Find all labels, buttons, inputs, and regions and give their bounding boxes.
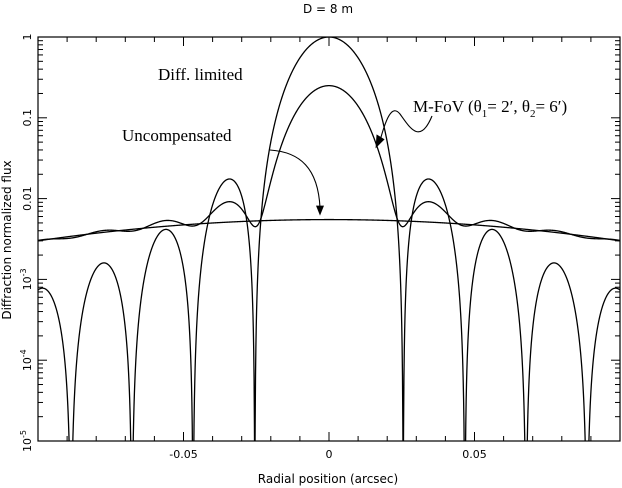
y-tick-label-text: 0.1	[21, 109, 34, 127]
y-tick-label-text: 10-5	[19, 430, 34, 452]
annotation-diff-limited: Diff. limited	[158, 65, 243, 84]
plot-area	[37, 36, 621, 442]
series-line-mfov	[38, 85, 620, 242]
annotations: Diff. limited Uncompensated M-FoV (θ1= 2′,…	[122, 65, 567, 216]
annotation-mfov-text: M-FoV (θ	[413, 97, 482, 116]
y-tick-label-text: 1	[21, 34, 34, 41]
y-tick-mantissa: 10	[21, 357, 34, 371]
series-line-unc	[38, 218, 620, 242]
y-tick-label: 10-4	[19, 349, 34, 371]
x-tick-label: 0.05	[462, 448, 487, 461]
y-tick-exponent: -4	[19, 349, 28, 357]
annotation-mfov-sub2: 2	[530, 108, 536, 120]
series-line-diff	[38, 37, 620, 441]
y-tick-mantissa: 10	[21, 438, 34, 452]
annotation-mfov-mid: = 2′, θ	[487, 97, 530, 116]
y-tick-exponent: -3	[19, 268, 28, 276]
annotation-mfov-arrow	[379, 110, 433, 143]
x-axis-ticks: -0.05 0 0.05	[37, 37, 621, 461]
y-axis-label: Diffraction normalized flux	[0, 160, 14, 319]
annotation-mfov: M-FoV (θ1= 2′, θ2= 6′)	[413, 97, 567, 120]
y-tick-exponent: -5	[19, 430, 28, 438]
y-tick-mantissa: 10	[21, 276, 34, 290]
annotation-mfov-end: = 6′)	[535, 97, 567, 116]
y-tick-label: 10-5	[19, 430, 34, 452]
series-layer	[38, 37, 620, 441]
arrowhead	[375, 134, 385, 149]
y-tick-label: 1	[21, 34, 34, 41]
y-tick-label-text: 0.01	[21, 186, 34, 211]
plot-frame	[37, 36, 621, 442]
y-tick-label-text: 10-3	[19, 268, 34, 290]
x-tick-label: 0	[326, 448, 333, 461]
x-axis-label: Radial position (arcsec)	[258, 472, 398, 486]
annotation-uncompensated-arrow	[269, 149, 321, 208]
y-tick-label: 0.01	[21, 186, 34, 211]
y-tick-label-text: 10-4	[19, 349, 34, 371]
chart-title: D = 8 m	[303, 2, 353, 16]
arrowhead	[316, 205, 324, 216]
x-tick-label: -0.05	[169, 448, 197, 461]
y-tick-label: 0.1	[21, 109, 34, 127]
y-axis-ticks: 10-510-410-30.010.11	[19, 34, 620, 452]
annotation-uncompensated: Uncompensated	[122, 126, 232, 145]
y-tick-label: 10-3	[19, 268, 34, 290]
annotation-mfov-sub1: 1	[482, 108, 488, 120]
